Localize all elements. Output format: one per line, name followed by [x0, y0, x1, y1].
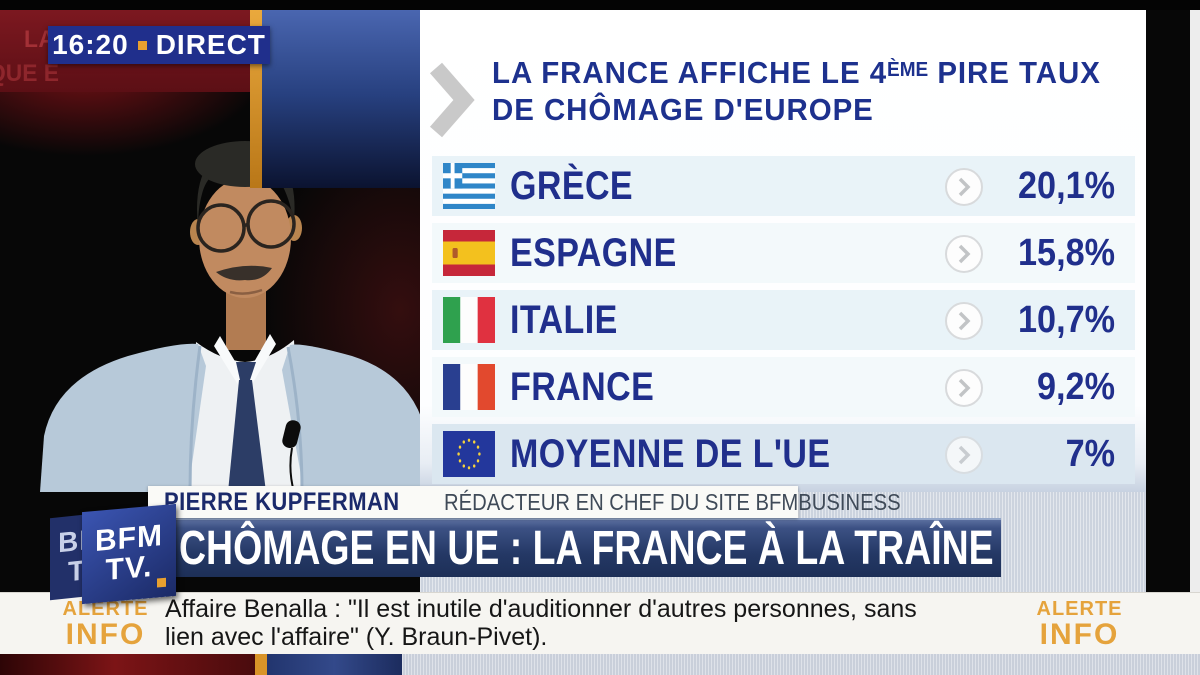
eu-flag-icon	[443, 431, 495, 477]
country-label: ESPAGNE	[510, 231, 677, 275]
bfmtv-logo-front-face: BFM TV.	[82, 503, 176, 605]
bottom-strip-blue	[267, 654, 402, 675]
row-chevron-icon	[945, 436, 983, 474]
ticker-text: Affaire Benalla : "Il est inutile d'audi…	[165, 595, 1015, 651]
rate-value: 10,7%	[1018, 299, 1115, 341]
country-label: GRÈCE	[510, 164, 634, 208]
rate-value: 7%	[1065, 433, 1115, 475]
italy-flag-icon	[443, 297, 495, 343]
time-live-box: 16:20 DIRECT	[48, 26, 270, 64]
bfmtv-logo: BFM TV. BFM TV.	[50, 503, 182, 608]
ticker-text-line2: lien avec l'affaire" (Y. Braun-Pivet).	[165, 623, 548, 651]
right-white-strip	[1190, 10, 1200, 592]
chart-title-line2: DE CHÔMAGE D'EUROPE	[492, 92, 874, 127]
headline-bar: CHÔMAGE EN UE : LA FRANCE À LA TRAÎNE .	[163, 518, 1001, 577]
logo-orange-dot	[157, 577, 166, 588]
presenter-illustration	[40, 141, 430, 492]
country-rate-list: GRÈCE 20,1% ESPAGNE 15,8%	[432, 156, 1135, 491]
greece-flag-icon	[443, 163, 495, 209]
ticker-text-line1: Affaire Benalla : "Il est inutile d'audi…	[165, 595, 917, 623]
info-label: INFO	[65, 618, 146, 651]
table-row-spain: ESPAGNE 15,8%	[432, 223, 1135, 283]
bottom-studio-strip	[0, 654, 1200, 675]
chart-title: LA FRANCE AFFICHE LE 4ÈME PIRE TAUX DE C…	[492, 52, 1100, 128]
chart-title-part2: PIRE TAUX	[928, 55, 1101, 90]
row-chevron-icon	[945, 369, 983, 407]
table-row-eu-average: MOYENNE DE L'UE 7%	[432, 424, 1135, 484]
live-separator-square	[137, 40, 147, 50]
row-chevron-icon	[945, 168, 983, 206]
rate-value: 9,2%	[1037, 366, 1115, 408]
right-dark-strip	[1146, 10, 1190, 592]
table-row-france: FRANCE 9,2%	[432, 357, 1135, 417]
bottom-strip-orange	[255, 654, 267, 675]
spain-flag-icon	[443, 230, 495, 276]
speaker-role: RÉDACTEUR EN CHEF DU SITE BFMBUSINESS	[443, 488, 901, 515]
rate-value: 20,1%	[1018, 165, 1115, 207]
country-label: MOYENNE DE L'UE	[510, 432, 831, 476]
top-letterbox-bar	[0, 0, 1200, 10]
chart-title-part1: LA FRANCE AFFICHE LE 4	[492, 55, 888, 90]
title-chevron-icon	[429, 62, 475, 138]
clock-label: 16:20	[52, 29, 129, 60]
speaker-name: PIERRE KUPFERMAN	[164, 487, 400, 516]
row-chevron-icon	[945, 235, 983, 273]
chart-title-sup: ÈME	[887, 59, 929, 81]
table-row-greece: GRÈCE 20,1%	[432, 156, 1135, 216]
alerte-info-badge-right: ALERTE INFO	[1022, 597, 1137, 651]
country-label: FRANCE	[510, 365, 655, 409]
table-row-italy: ITALIE 10,7%	[432, 290, 1135, 350]
alerte-label: ALERTE	[1036, 598, 1123, 620]
country-label: ITALIE	[510, 298, 618, 342]
france-flag-icon	[443, 364, 495, 410]
bottom-strip-gray	[402, 654, 1200, 675]
row-chevron-icon	[945, 302, 983, 340]
headline-text: CHÔMAGE EN UE : LA FRANCE À LA TRAÎNE	[179, 522, 994, 575]
show-title-text-partial: QUE E	[0, 60, 59, 87]
studio-blue-screen	[262, 10, 420, 188]
logo-line2: TV.	[105, 549, 153, 588]
rate-value: 15,8%	[1018, 232, 1115, 274]
news-ticker: ALERTE INFO Affaire Benalla : "Il est in…	[0, 592, 1200, 654]
bottom-strip-red	[0, 654, 255, 675]
info-label: INFO	[1039, 618, 1120, 651]
live-label: DIRECT	[155, 29, 266, 60]
speaker-banner: PIERRE KUPFERMAN RÉDACTEUR EN CHEF DU SI…	[148, 486, 900, 518]
